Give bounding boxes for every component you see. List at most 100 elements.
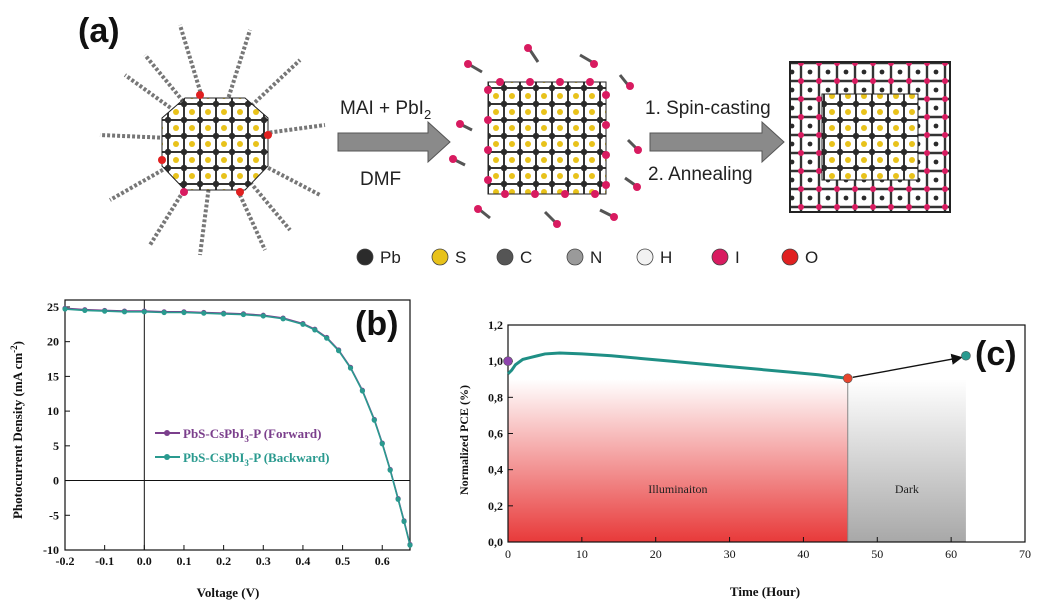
data-point-backward [300, 321, 306, 327]
data-point-backward [387, 467, 393, 473]
y-axis-label-c: Normalized PCE (%) [457, 385, 471, 495]
legend-b: PbS-CsPbI3-P (Forward) PbS-CsPbI3-P (Bac… [155, 426, 329, 468]
x-tick-label-b: 0.4 [295, 554, 310, 568]
step2-top-label: 1. Spin-casting [645, 98, 771, 119]
atom-s-swatch [431, 248, 449, 266]
atom-pb-label: Pb [380, 248, 401, 267]
y-tick-label-c: 0,4 [488, 463, 503, 477]
atom-h-label: H [660, 248, 672, 267]
x-tick-label-b: -0.1 [95, 554, 114, 568]
atom-i-swatch [711, 248, 729, 266]
x-tick-label-c: 10 [576, 547, 588, 561]
atom-o-swatch [781, 248, 799, 266]
recovery-arrow [852, 353, 963, 379]
y-tick-label-c: 0,0 [488, 535, 503, 549]
y-axis-label-b: Photocurrent Density (mA cm-2) [9, 341, 25, 519]
step2-bottom-label: 2. Annealing [648, 164, 753, 185]
data-point-backward [102, 308, 108, 314]
x-tick-label-c: 30 [724, 547, 736, 561]
region-label-dark: Dark [895, 482, 919, 496]
data-point-backward [82, 307, 88, 314]
data-point-backward [121, 309, 128, 315]
panel-c-label: (c) [975, 335, 1017, 373]
atom-o-label: O [805, 248, 818, 267]
y-tick-label-b: 0 [53, 474, 59, 488]
step1-top-label: MAI + PbI2 [340, 98, 431, 122]
panel-a-label: (a) [78, 12, 120, 50]
x-tick-label-c: 70 [1019, 547, 1031, 561]
x-tick-label-c: 60 [945, 547, 957, 561]
y-tick-label-b: -10 [43, 543, 59, 557]
y-tick-label-c: 0,2 [488, 499, 503, 513]
atom-pb-swatch [356, 248, 374, 266]
step1-bottom-label: DMF [360, 169, 401, 190]
data-point-backward [336, 348, 342, 354]
x-tick-label-b: 0.5 [335, 554, 350, 568]
data-point-backward [161, 309, 167, 316]
panel-b-label: (b) [355, 305, 398, 343]
data-point-backward [407, 542, 413, 548]
x-axis-label-b: Voltage (V) [197, 585, 260, 600]
x-tick-label-c: 50 [871, 547, 883, 561]
x-tick-label-b: 0.2 [216, 554, 231, 568]
synthesis-scheme: MAI + PbI2 DMF 1. Spin-casting 2. Anneal… [99, 24, 951, 267]
y-tick-label-c: 0,6 [488, 427, 503, 441]
data-point-backward [181, 309, 187, 316]
y-tick-label-b: 20 [47, 335, 59, 349]
stability-chart: 0 10 20 30 40 50 60 70 0,0 0,2 0,4 0,6 0,8 1,0 1,2 (c)… [457, 318, 1031, 599]
atom-c-swatch [496, 248, 514, 266]
atom-c-label: C [520, 248, 532, 267]
data-point-backward [324, 335, 330, 341]
y-tick-label-b: 15 [47, 369, 59, 383]
data-point-backward [347, 365, 354, 371]
x-tick-label-b: 0.1 [176, 554, 191, 568]
atom-n-label: N [590, 248, 602, 267]
x-tick-label-c: 0 [505, 547, 511, 561]
series-line-backward [64, 308, 411, 546]
x-tick-label-c: 20 [650, 547, 662, 561]
arrow-step-2 [649, 120, 785, 164]
annealed-film [789, 61, 951, 213]
data-point-backward [240, 311, 247, 318]
legend-forward: PbS-CsPbI3-P (Forward) [183, 426, 321, 444]
pce-series-line [506, 351, 848, 380]
data-point-backward [371, 417, 377, 423]
atom-i-label: I [735, 248, 740, 267]
y-tick-label-b: 5 [53, 439, 59, 453]
dark-region [847, 379, 966, 542]
data-point-backward [395, 496, 401, 502]
atom-s-label: S [455, 248, 466, 267]
data-point-backward [260, 313, 266, 319]
data-point-backward [201, 310, 207, 316]
quantum-dot-with-ligands [99, 24, 326, 256]
x-tick-label-b: -0.2 [56, 554, 75, 568]
data-point-backward [312, 327, 318, 333]
y-tick-label-b: 10 [47, 404, 59, 418]
data-point-backward [379, 441, 385, 447]
y-tick-label-c: 1,0 [488, 354, 503, 368]
x-tick-label-b: 0.6 [375, 554, 390, 568]
y-tick-label-b: -5 [49, 508, 59, 522]
data-point-backward [359, 388, 366, 394]
x-tick-label-b: 0.3 [256, 554, 271, 568]
x-axis-label-c: Time (Hour) [730, 584, 800, 599]
marker-point [961, 350, 971, 361]
arrow-step-1 [337, 120, 451, 164]
jv-curve-chart: -0.2 -0.1 0.0 0.1 0.2 0.3 0.4 0.5 0.6 -10 -5 0 5 10 15… [9, 299, 413, 600]
atom-legend: Pb S C N H I O [356, 248, 818, 267]
data-point-backward [401, 518, 407, 525]
atom-n-swatch [566, 248, 584, 266]
plot-frame-b [64, 299, 411, 551]
x-tick-label-c: 40 [797, 547, 809, 561]
x-tick-label-b: 0.0 [137, 554, 152, 568]
y-tick-label-c: 0,8 [488, 390, 503, 404]
region-label-illumination: Illuminaiton [648, 482, 707, 496]
exchanged-quantum-dot [449, 44, 642, 228]
marker-point [842, 373, 853, 384]
data-point-backward [141, 309, 147, 315]
data-point-backward [280, 316, 286, 322]
data-point-backward [62, 306, 68, 312]
legend-backward: PbS-CsPbI3-P (Backward) [183, 450, 329, 468]
illumination-region [508, 379, 848, 542]
y-tick-label-b: 25 [47, 300, 59, 314]
